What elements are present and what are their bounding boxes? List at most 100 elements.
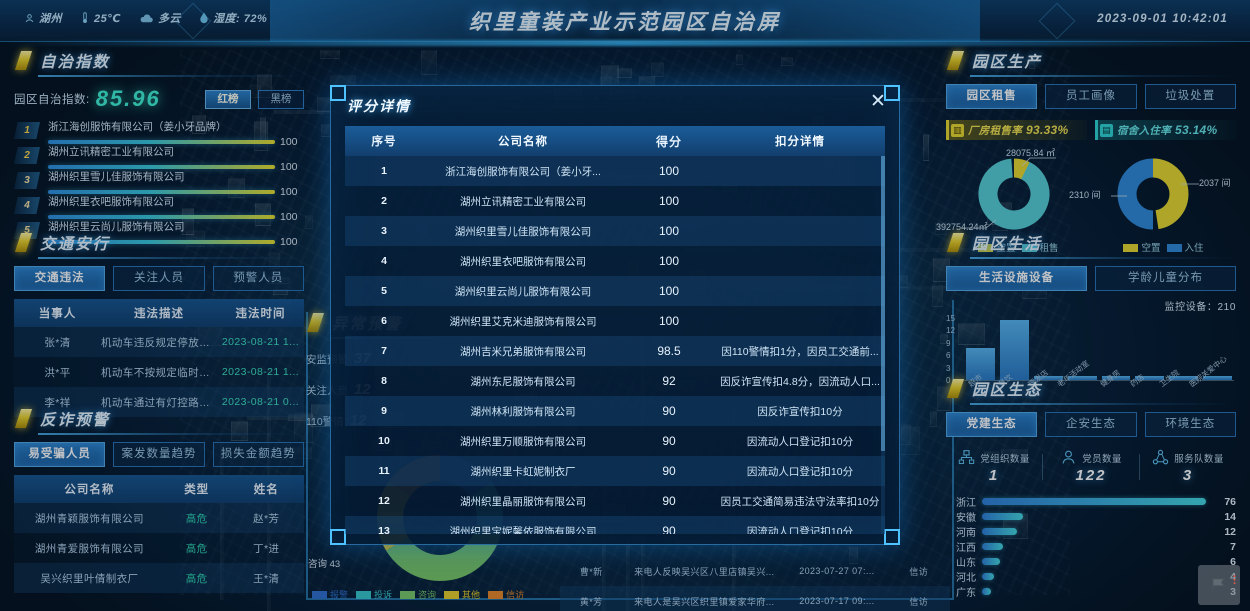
table-row[interactable]: 张*清 机动车违反规定停放，... 2023-08-21 1... [14, 327, 304, 357]
modal-table-row[interactable]: 13 湖州织里宝妮馨依服饰有限公司 90 因流动人口登记扣10分 [345, 516, 885, 534]
weather-condition: 多云 [139, 10, 181, 26]
province-bar-track [982, 584, 1206, 599]
autonomy-index-value: 85.96 [95, 86, 161, 111]
modal-cell-detail: 因反诈宣传扣4.8分，因流动人口... [720, 375, 880, 388]
pie-legend-swatch [356, 591, 372, 599]
modal-cell-detail: 因流动人口登记扣10分 [746, 435, 854, 448]
ecology-tab-1[interactable]: 企安生态 [1045, 412, 1137, 437]
modal-table-row[interactable]: 12 湖州织里晶丽服饰有限公司 90 因员工交通简易违法守法率扣10分 [345, 486, 885, 516]
modal-cell-no: 9 [381, 405, 387, 417]
abnormal-event-row[interactable]: 曹*新 来电人反映吴兴区八里店镇吴兴... 2023-07-27 07:... 信访 [560, 556, 950, 586]
life-chart-bar-1 [999, 320, 1029, 380]
modal-corner-tl [330, 85, 346, 101]
antifraud-tab-1[interactable]: 案发数量趋势 [113, 442, 205, 467]
modal-col-header-2: 得分 [655, 134, 682, 149]
dorm-occupied-label: 2310 间 [1069, 190, 1101, 200]
modal-table-row[interactable]: 10 湖州织里万顺服饰有限公司 90 因流动人口登记扣10分 [345, 426, 885, 456]
modal-table-row[interactable]: 1 浙江海创服饰有限公司（姜小牙... 100 [345, 156, 885, 186]
traffic-table-body: 张*清 机动车违反规定停放，... 2023-08-21 1... 洪*平 机动车不按规… [14, 327, 304, 417]
traffic-tab-1[interactable]: 关注人员 [113, 266, 205, 291]
pie-legend-item-2: 咨询 [400, 588, 436, 601]
modal-cell-name: 湖州织里艾克米迪服饰有限公司 [449, 315, 597, 328]
modal-table-row[interactable]: 7 湖州吉米兄弟服饰有限公司 98.5 因110警情扣1分，因员工交通前... [345, 336, 885, 366]
table-cell: 湖州青爱服饰有限公司 [14, 533, 165, 563]
table-row[interactable]: 湖州青颖服饰有限公司 高危 赵*芳 [14, 503, 304, 533]
flag-icon [1212, 577, 1226, 593]
table-row[interactable]: 湖州青爱服饰有限公司 高危 丁*进 [14, 533, 304, 563]
traffic-tab-2[interactable]: 预警人员 [212, 266, 304, 291]
modal-table-row[interactable]: 8 湖州东尼服饰有限公司 92 因反诈宣传扣4.8分，因流动人口... [345, 366, 885, 396]
modal-cell-name: 湖州织里雪儿佳服饰有限公司 [454, 225, 592, 238]
dorm-occupancy-value: 53.14% [1175, 123, 1218, 137]
table-cell: 张*清 [14, 327, 101, 357]
modal-scrollbar-thumb[interactable] [881, 156, 885, 451]
ecology-tab-2[interactable]: 环境生态 [1144, 412, 1236, 437]
close-icon[interactable]: ✕ [870, 91, 886, 112]
ecology-tab-0[interactable]: 党建生态 [946, 412, 1038, 437]
modal-table-row[interactable]: 5 湖州织里云尚儿服饰有限公司 100 [345, 276, 885, 306]
rank-bar [48, 140, 275, 144]
modal-cell-score: 100 [658, 284, 680, 298]
map-building [984, 451, 1000, 460]
life-tab-1[interactable]: 学龄儿童分布 [1095, 266, 1236, 291]
dorm-occupancy-label: 宿舍入住率 [1117, 124, 1171, 137]
modal-table-row[interactable]: 6 湖州织里艾克米迪服饰有限公司 100 [345, 306, 885, 336]
abnormal-event-cell: 2023-07-27 07:... [786, 556, 888, 586]
map-building [930, 410, 938, 427]
province-bar [982, 543, 1003, 550]
antifraud-tab-0[interactable]: 易受骗人员 [14, 442, 106, 467]
map-building [849, 545, 858, 564]
modal-table-row[interactable]: 2 湖州立讯精密工业有限公司 100 [345, 186, 885, 216]
province-value: 7 [1230, 540, 1236, 553]
production-tab-2[interactable]: 垃圾处置 [1144, 84, 1236, 109]
modal-cell-no: 10 [378, 435, 390, 447]
life-tab-0[interactable]: 生活设施设备 [946, 266, 1087, 291]
modal-cell-name: 湖州织里卡虹妮制衣厂 [470, 465, 576, 478]
modal-cell-no: 1 [381, 165, 387, 177]
rank-row: 2 湖州立讯精密工业有限公司 100 [14, 144, 304, 173]
life-chart-ytick-3: 6 [946, 351, 951, 361]
province-row-0: 浙江 76 [946, 494, 1236, 510]
pie-legend-item-0: 报警 [312, 588, 348, 601]
autonomy-toggle-0[interactable]: 红榜 [205, 89, 251, 109]
production-tab-1[interactable]: 员工画像 [1045, 84, 1137, 109]
rank-score: 100 [280, 211, 298, 223]
map-building [269, 252, 281, 269]
table-row[interactable]: 洪*平 机动车不按规定临时停... 2023-08-21 1... [14, 357, 304, 387]
modal-table-row[interactable]: 3 湖州织里雪儿佳服饰有限公司 100 [345, 216, 885, 246]
map-building [935, 222, 947, 235]
rank-row: 4 湖州织里衣吧服饰有限公司 100 [14, 194, 304, 223]
map-building [957, 322, 986, 346]
antifraud-tab-2[interactable]: 损失金额趋势 [212, 442, 304, 467]
autonomy-index-label: 园区自治指数: [14, 94, 90, 106]
life-chart-ytick-4: 3 [946, 363, 951, 373]
autonomy-toggle-1[interactable]: 黑榜 [258, 89, 304, 109]
score-detail-modal: 评分详情 ✕ 序号 公司名称 得分 扣分详情 1 浙江海创服饰有限公司（姜小牙... 10… [330, 85, 900, 545]
production-tab-0[interactable]: 园区租售 [946, 84, 1038, 109]
modal-scrollbar[interactable] [881, 156, 885, 534]
pie-legend-swatch [444, 591, 460, 599]
watermark-badge: ••• [1198, 565, 1240, 605]
modal-table-row[interactable]: 9 湖州林利服饰有限公司 90 因反诈宣传扣10分 [345, 396, 885, 426]
rank-bar-wrap: 100 [48, 211, 304, 223]
ecology-tab-group: 党建生态 企安生态 环境生态 [946, 412, 1236, 437]
abnormal-event-cell: 曹*新 [560, 556, 623, 586]
col-header: 姓名 [228, 475, 304, 503]
antifraud-table-header: 公司名称 类型 姓名 [14, 475, 304, 503]
modal-table-row[interactable]: 11 湖州织里卡虹妮制衣厂 90 因流动人口登记扣10分 [345, 456, 885, 486]
location-icon [25, 13, 34, 22]
map-building [651, 62, 665, 78]
life-panel-title: 园区生活 [946, 232, 1236, 259]
province-bar-track [982, 494, 1206, 509]
production-donut-row: 28075.84 ㎡ 392754.24㎡ 2310 间 2037 间 [936, 144, 1236, 238]
modal-cell-score: 90 [662, 404, 676, 418]
cloud-icon [140, 13, 153, 22]
traffic-tab-0[interactable]: 交通违法 [14, 266, 106, 291]
modal-table-row[interactable]: 4 湖州织里衣吧服饰有限公司 100 [345, 246, 885, 276]
ecology-panel-title: 园区生态 [946, 378, 1236, 405]
pie-legend-label: 信访 [506, 590, 525, 600]
table-row[interactable]: 吴兴织里叶倩制衣厂 高危 王*清 [14, 563, 304, 593]
weather-humidity: 湿度: 72% [199, 10, 267, 26]
map-road [625, 538, 630, 611]
pie-legend-item-1: 投诉 [356, 588, 392, 601]
